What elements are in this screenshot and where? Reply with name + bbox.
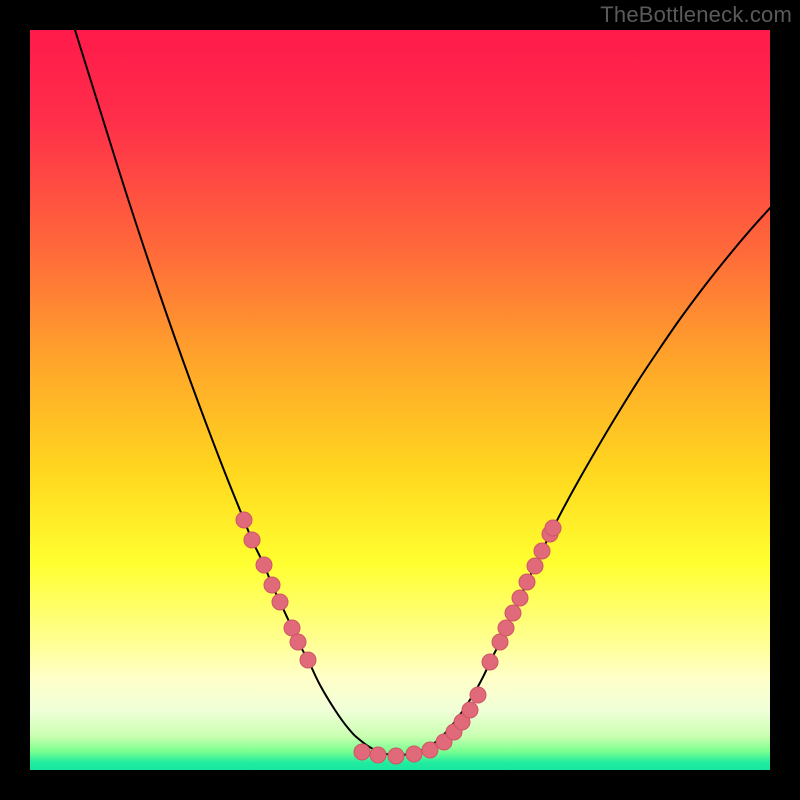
data-marker: [354, 744, 370, 760]
data-marker: [406, 746, 422, 762]
data-marker: [300, 652, 316, 668]
data-marker: [244, 532, 260, 548]
data-marker: [534, 543, 550, 559]
chart-overlay: [30, 30, 770, 770]
data-marker: [519, 574, 535, 590]
curve-right-branch: [390, 208, 770, 755]
curve-left-branch: [75, 30, 390, 755]
data-marker: [505, 605, 521, 621]
data-marker: [236, 512, 252, 528]
plot-area: [30, 30, 770, 770]
data-marker: [545, 520, 561, 536]
data-marker: [388, 748, 404, 764]
data-marker: [272, 594, 288, 610]
marker-group: [236, 512, 561, 764]
data-marker: [290, 634, 306, 650]
watermark-text: TheBottleneck.com: [600, 2, 792, 28]
data-marker: [512, 590, 528, 606]
data-marker: [527, 558, 543, 574]
data-marker: [470, 687, 486, 703]
data-marker: [264, 577, 280, 593]
data-marker: [370, 747, 386, 763]
data-marker: [498, 620, 514, 636]
data-marker: [482, 654, 498, 670]
data-marker: [256, 557, 272, 573]
data-marker: [462, 702, 478, 718]
data-marker: [422, 742, 438, 758]
